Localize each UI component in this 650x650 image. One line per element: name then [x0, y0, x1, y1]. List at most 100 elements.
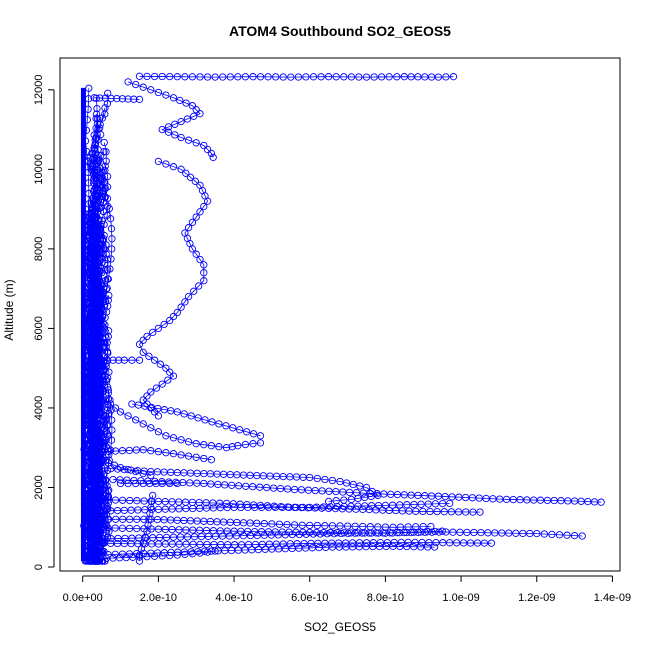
data-point: [118, 447, 127, 455]
data-point: [356, 482, 364, 490]
data-point: [135, 356, 144, 364]
band-point: [91, 234, 100, 243]
data-point: [109, 356, 117, 364]
data-point: [295, 530, 303, 539]
band-point: [104, 445, 112, 453]
data-point: [132, 446, 140, 454]
data-point: [555, 531, 564, 539]
data-point: [226, 73, 234, 81]
band-point: [101, 411, 109, 420]
data-point: [466, 539, 475, 547]
data-point: [208, 418, 216, 426]
data-point: [192, 453, 200, 461]
band-point: [102, 415, 111, 424]
data-point: [224, 540, 232, 549]
data-point: [92, 454, 100, 462]
data-point: [184, 224, 193, 232]
data-point: [222, 422, 230, 430]
series-4: [88, 356, 144, 364]
data-point: [188, 73, 197, 81]
data-point: [333, 529, 341, 537]
data-point: [132, 467, 140, 476]
data-point: [293, 540, 301, 548]
data-point: [269, 484, 278, 492]
data-point: [150, 356, 159, 364]
data-point: [97, 551, 105, 559]
data-point: [272, 540, 280, 548]
data-point: [336, 477, 344, 486]
data-point: [147, 388, 155, 396]
data-point: [221, 481, 229, 489]
data-point: [431, 527, 439, 536]
band-point: [98, 306, 107, 314]
data-point: [470, 528, 478, 537]
data-point: [342, 539, 350, 547]
data-point: [283, 485, 292, 493]
data-point: [100, 535, 108, 543]
data-point: [425, 538, 433, 547]
band-point: [98, 189, 106, 198]
y-tick-label: 8000: [33, 237, 45, 261]
data-point: [158, 552, 166, 560]
data-point: [324, 504, 333, 513]
data-point: [140, 515, 148, 523]
data-point: [97, 448, 106, 456]
series-14: [97, 515, 435, 531]
x-tick-label: 1.2e-09: [518, 592, 555, 604]
data-point: [118, 95, 127, 103]
data-point: [86, 535, 94, 543]
band-point: [97, 405, 105, 413]
band-point: [92, 433, 100, 441]
data-point: [177, 165, 185, 173]
data-point: [519, 529, 527, 538]
y-tick-label: 4000: [33, 396, 45, 420]
band-point: [97, 369, 105, 377]
band-point: [101, 266, 109, 274]
data-point: [351, 522, 359, 530]
series-line: [94, 97, 140, 100]
band-point: [104, 492, 112, 500]
data-point: [228, 443, 236, 451]
data-point: [111, 550, 119, 558]
data-point: [149, 491, 157, 500]
data-point: [188, 245, 197, 253]
data-point: [340, 529, 348, 537]
data-point: [192, 250, 200, 258]
x-axis-label: SO2_GEOS5: [304, 620, 376, 634]
data-point: [207, 149, 216, 158]
band-point: [92, 171, 100, 180]
data-point: [140, 497, 148, 505]
data-point: [424, 543, 432, 551]
data-point: [126, 515, 134, 523]
data-point: [164, 128, 173, 136]
data-point: [404, 523, 412, 531]
data-point: [182, 99, 190, 107]
data-point: [410, 543, 418, 551]
data-point: [302, 530, 310, 538]
data-point: [196, 255, 204, 264]
data-point: [417, 500, 425, 508]
data-point: [190, 287, 198, 295]
data-point: [135, 95, 144, 104]
data-point: [189, 540, 197, 548]
data-point: [111, 404, 120, 412]
data-point: [352, 489, 361, 497]
data-point: [196, 73, 204, 81]
data-point: [480, 539, 489, 547]
data-point: [96, 94, 104, 102]
data-point: [150, 552, 159, 560]
data-point: [313, 521, 321, 530]
data-point: [484, 529, 492, 537]
series-3: [135, 157, 212, 420]
data-point: [355, 539, 364, 547]
data-point: [195, 498, 203, 507]
data-point: [330, 530, 338, 538]
data-point: [182, 540, 190, 548]
data-point: [200, 269, 208, 277]
data-point: [424, 500, 432, 508]
band-point: [101, 321, 109, 329]
data-point: [281, 531, 289, 539]
y-tick-label: 2000: [33, 475, 45, 499]
data-point: [182, 169, 190, 177]
data-point: [97, 515, 106, 523]
